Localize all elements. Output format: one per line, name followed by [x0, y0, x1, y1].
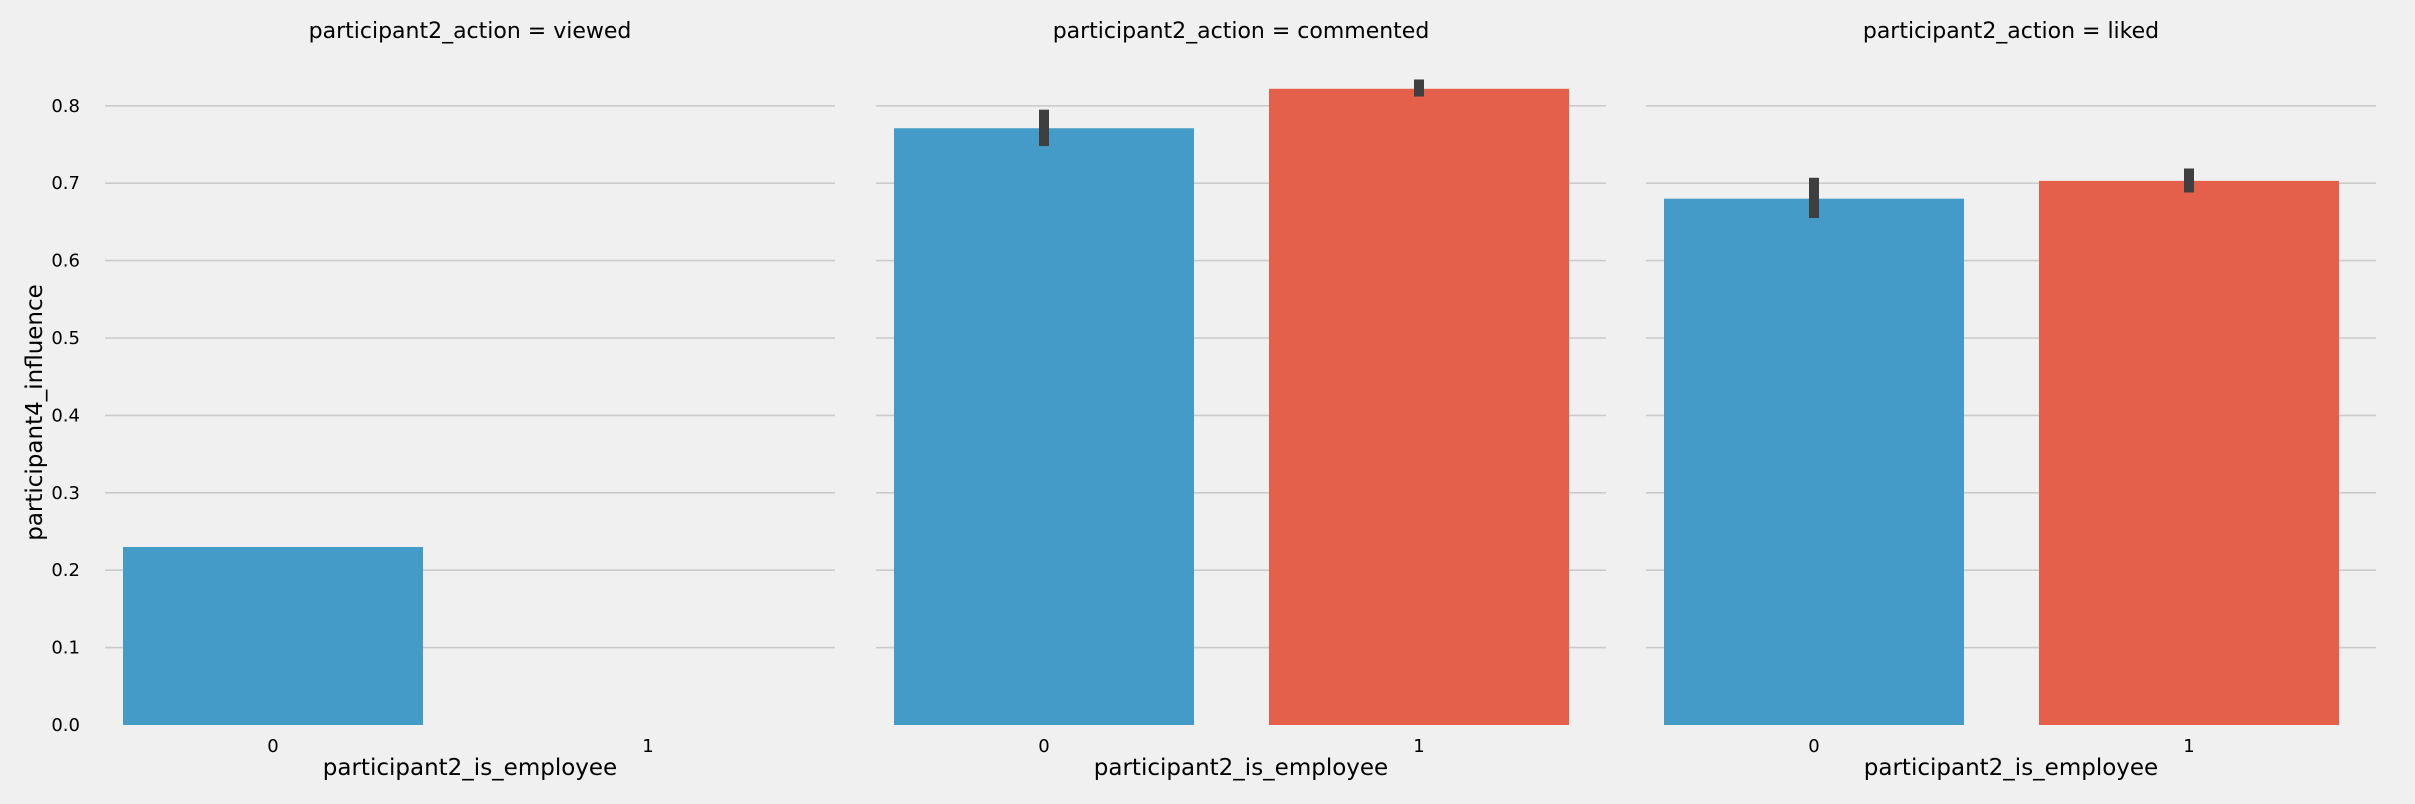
- facet-panel-1: participant2_action = commented 0 1 partici…: [876, 19, 1606, 781]
- x-axis-label: participant2_is_employee: [323, 755, 617, 781]
- x-tick-label: 1: [1413, 736, 1424, 757]
- bar-0: [894, 128, 1194, 726]
- y-tick-label: 0.7: [51, 173, 80, 194]
- error-bar: [1039, 109, 1049, 147]
- y-tick-label: 0.1: [51, 638, 80, 659]
- y-tick-label: 0.6: [51, 251, 80, 272]
- panel-title: participant2_action = viewed: [309, 19, 632, 44]
- error-bar: [1414, 79, 1424, 97]
- x-tick-label: 0: [1038, 736, 1049, 757]
- y-tick-label: 0.5: [51, 328, 80, 349]
- x-tick-label: 1: [642, 736, 653, 757]
- y-tick-label: 0.3: [51, 483, 80, 504]
- y-axis-label: participant4_influence: [22, 284, 48, 541]
- facet-panel-0: participant2_action = viewed 0 1 participan…: [105, 19, 835, 781]
- x-axis-label: participant2_is_employee: [1094, 755, 1388, 781]
- x-axis-label: participant2_is_employee: [1864, 755, 2158, 781]
- bar-1: [2039, 180, 2339, 726]
- error-bar: [1809, 177, 1819, 219]
- error-bar: [2184, 168, 2194, 193]
- x-tick-label: 0: [267, 736, 278, 757]
- y-tick-label: 0.8: [51, 96, 80, 117]
- x-tick-label: 1: [2183, 736, 2194, 757]
- y-tick-label: 0.2: [51, 560, 80, 581]
- bar-0: [123, 546, 423, 725]
- bar-1: [1269, 88, 1569, 726]
- bar-0: [1664, 198, 1964, 725]
- panel-title: participant2_action = liked: [1863, 19, 2159, 44]
- panel-title: participant2_action = commented: [1053, 19, 1430, 44]
- y-tick-label: 0.4: [51, 405, 80, 426]
- x-tick-label: 0: [1808, 736, 1819, 757]
- facet-panel-2: participant2_action = liked 0 1 participant…: [1646, 19, 2376, 781]
- y-tick-label: 0.0: [51, 715, 80, 736]
